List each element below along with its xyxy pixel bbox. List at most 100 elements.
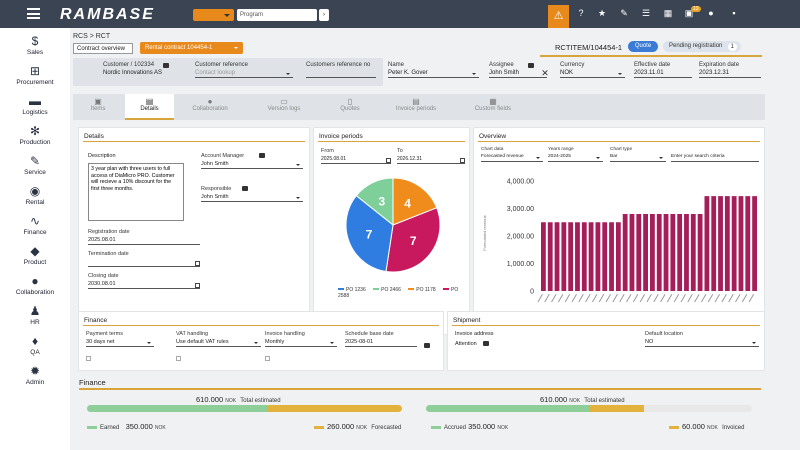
sidebar-item-admin[interactable]: ✹ Admin (0, 364, 70, 386)
quote-status-button[interactable]: Quote (628, 41, 658, 52)
bar-3 (561, 222, 567, 291)
checkbox-1[interactable] (86, 356, 93, 362)
invoice-icon: ▤ (412, 97, 420, 106)
name-field[interactable]: Name Peter K. Gover (388, 62, 479, 78)
x-tick-mark (653, 294, 659, 303)
x-tick-mark (564, 294, 571, 303)
chevron-down-icon (596, 157, 600, 161)
thumbs-up-icon: ♦ (31, 334, 39, 348)
tab-details[interactable]: ▤ Details (125, 94, 174, 120)
pending-registration-button[interactable]: Pending registration 1 (663, 41, 741, 52)
forecasted-stat: 260.000 NOK Forecasted (314, 422, 401, 431)
bar-8 (595, 222, 601, 291)
sidebar-item-service[interactable]: ✎ Service (0, 154, 70, 176)
edit-icon[interactable] (163, 63, 169, 68)
edit-icon[interactable] (424, 343, 430, 348)
y-tick-label: 1,000.00 (507, 261, 534, 268)
warning-icon[interactable]: ⚠ (548, 5, 569, 28)
account-manager-field[interactable]: Account Manager John Smith (201, 153, 303, 169)
tab-version-logs[interactable]: ▭ Version logs (248, 94, 320, 120)
pie-legend: PO 1236 PO 2466 PO 1178 PO 2588 (338, 287, 459, 299)
program-input[interactable]: Program (237, 9, 317, 21)
chart-data-field[interactable]: Chart data Forecasted revenue (481, 147, 543, 162)
sidebar-item-rental[interactable]: ◉ Rental (0, 184, 70, 206)
assignee-field[interactable]: Assignee John Smith (489, 62, 547, 78)
to-date-field[interactable]: To 2026.12.31 (397, 148, 465, 164)
gear-icon: ✹ (29, 364, 41, 378)
inbox-icon[interactable]: ▣ (684, 8, 694, 18)
chevron-down-icon (330, 342, 334, 346)
help-icon[interactable]: ? (578, 8, 584, 18)
chevron-down-icon (472, 73, 476, 77)
breadcrumb[interactable]: RCS > RCT (73, 33, 111, 40)
sidebar-item-logistics[interactable]: ▬ Logistics (0, 94, 70, 116)
chart-type-field[interactable]: Chart type Bar (610, 147, 666, 162)
x-tick-mark (728, 294, 734, 303)
sidebar-item-procurement[interactable]: ⊞ Procurement (0, 64, 70, 86)
tab-items[interactable]: ▣ Items (73, 94, 123, 120)
checkbox-3[interactable] (265, 356, 272, 362)
star-icon[interactable]: ★ (597, 8, 607, 18)
default-location-field[interactable]: Default location NO (645, 331, 759, 347)
bar-9 (602, 222, 608, 291)
user-icon[interactable]: ● (708, 8, 714, 18)
contract-overview-tab[interactable]: Contract overview (73, 43, 133, 54)
rental-contract-tab[interactable]: Rental contract 104454-1 (140, 42, 243, 54)
closing-date-field[interactable]: Closing date 2030.08.01 (88, 273, 200, 289)
termination-date-field[interactable]: Termination date (88, 251, 200, 267)
edit-icon[interactable] (242, 186, 248, 191)
hamburger-menu-icon[interactable] (27, 8, 40, 19)
effective-date-field[interactable]: Effective date 2023.11.01 (634, 62, 692, 78)
calendar-icon[interactable]: ▦ (663, 8, 673, 18)
edit-icon[interactable] (483, 341, 489, 346)
tab-collaboration[interactable]: ● Collaboration (176, 94, 244, 120)
customers-reference-no-field[interactable]: Customers reference no (306, 62, 376, 78)
tab-invoice-periods[interactable]: ▤ Invoice periods (383, 94, 449, 120)
tab-custom-fields[interactable]: ▦ Custom fields (465, 94, 521, 120)
expiration-date-field[interactable]: Expiration date 2023.12.31 (699, 62, 761, 78)
invoice-handling-field[interactable]: Invoice handling Monthly (265, 331, 337, 347)
notification-badge: 13 (691, 6, 701, 12)
chevron-down-icon (659, 157, 663, 161)
registration-date-field[interactable]: Registration date 2025.08.01 (88, 229, 200, 245)
edit-icon[interactable] (259, 153, 265, 158)
customer-reference-field[interactable]: Customer reference Contact lookup (195, 62, 293, 78)
document-id: RCTITEM/104454-1 (555, 43, 623, 52)
earned-fill (87, 405, 267, 412)
customer-field[interactable]: Customer / 102334 Nordic Innovations AS (103, 62, 163, 76)
close-icon[interactable]: ✕ (541, 68, 549, 78)
x-tick-mark (585, 294, 591, 303)
sidebar-item-product[interactable]: ◆ Product (0, 244, 70, 266)
chart-search-input[interactable]: Enter your search criteria (671, 147, 759, 162)
responsible-field[interactable]: Responsible John Smith (201, 186, 303, 202)
checkbox-2[interactable] (176, 356, 183, 362)
vat-handling-field[interactable]: VAT handling Use default VAT rules (176, 331, 261, 347)
x-tick-mark (701, 294, 707, 303)
currency-field[interactable]: Currency NOK (560, 62, 625, 78)
payment-terms-field[interactable]: Payment terms 30 days net (86, 331, 154, 347)
context-dropdown[interactable] (193, 9, 234, 21)
sidebar-item-sales[interactable]: $ Sales (0, 34, 70, 56)
sidebar-item-production[interactable]: ✻ Production (0, 124, 70, 146)
sidebar-item-qa[interactable]: ♦ QA (0, 334, 70, 356)
y-tick-label: 4,000.00 (507, 179, 534, 186)
go-button[interactable]: › (319, 9, 329, 21)
paperclip-icon[interactable]: ✎ (620, 8, 628, 18)
apps-grid-icon[interactable]: ▪ (732, 8, 736, 18)
sidebar-item-collaboration[interactable]: ● Collaboration (0, 274, 70, 296)
tab-quotes[interactable]: ▯ Quotes (323, 94, 377, 120)
schedule-base-date-field[interactable]: Schedule base date 2025-08-01 (345, 331, 417, 347)
attention-label: Attention (455, 341, 477, 347)
gears-icon: ✻ (29, 124, 41, 138)
finance-summary-title: Finance (79, 378, 106, 387)
list-icon[interactable]: ☰ (641, 8, 651, 18)
years-range-field[interactable]: Years range 2024-2025 (548, 147, 603, 162)
sidebar-item-hr[interactable]: ♟ HR (0, 304, 70, 326)
x-tick-mark (721, 294, 727, 303)
sidebar-item-finance[interactable]: ∿ Finance (0, 214, 70, 236)
description-textarea[interactable]: 3 year plan with three users to full acc… (88, 163, 184, 221)
edit-icon[interactable] (528, 63, 534, 68)
x-tick-mark (619, 294, 625, 303)
invoice-pie-chart[interactable]: 3 4 7 7 (344, 176, 442, 274)
from-date-field[interactable]: From 2025.08.01 (321, 148, 391, 164)
